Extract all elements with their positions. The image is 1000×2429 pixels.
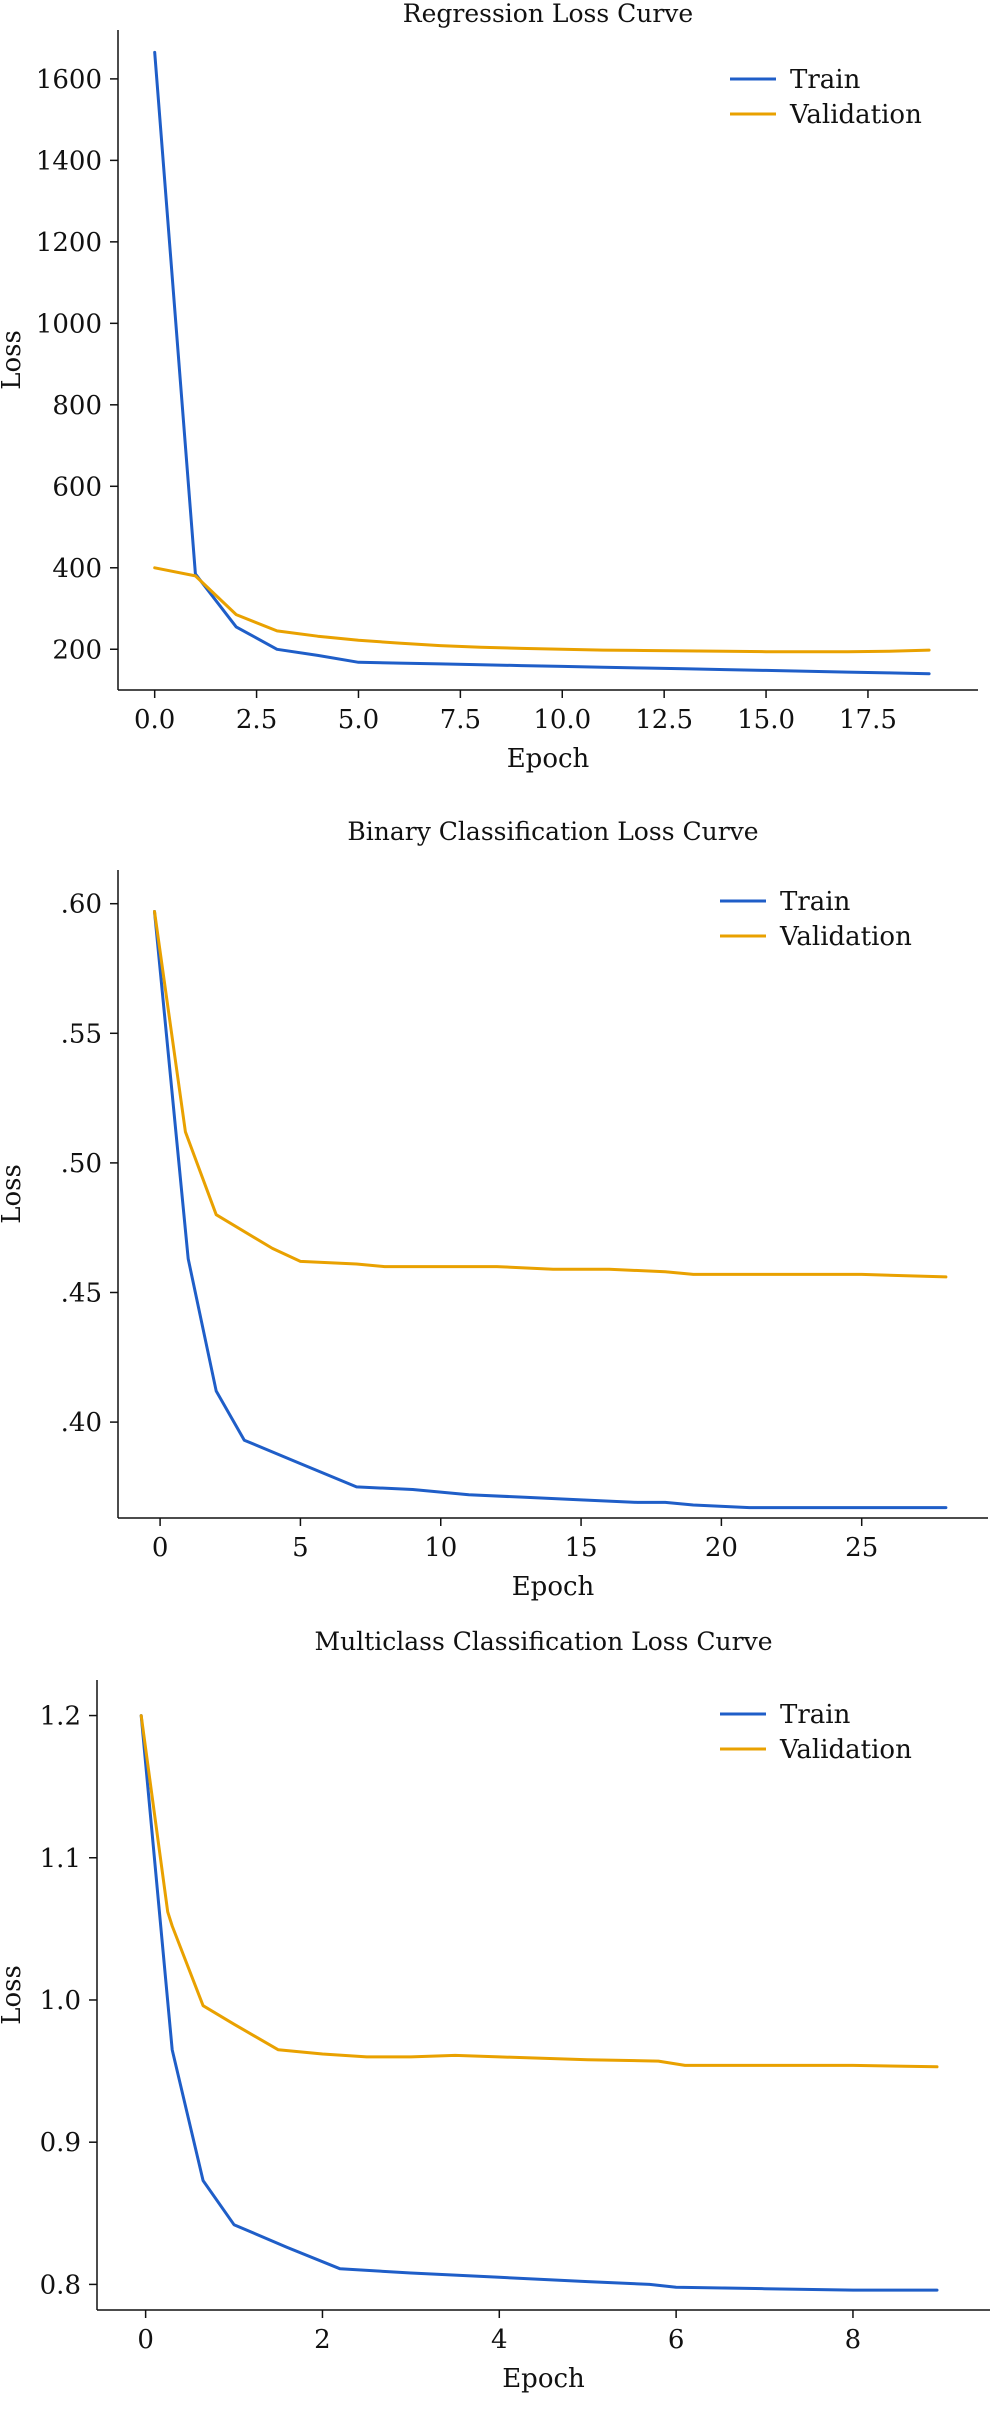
binary-y-tick-label: .55 xyxy=(61,1019,102,1049)
regression-y-tick-label: 1600 xyxy=(36,65,102,95)
regression-train-line xyxy=(153,50,931,676)
binary-legend: Train Validation xyxy=(720,887,912,952)
multiclass-x-tick-label: 4 xyxy=(491,2325,508,2355)
binary-x-tick-label: 0 xyxy=(152,1533,169,1563)
regression-x-tick-label: 15.0 xyxy=(737,705,795,735)
binary-x-tick-label: 20 xyxy=(705,1533,738,1563)
multiclass-y-axis-label: Loss xyxy=(0,1965,27,2025)
binary-legend-train-label: Train xyxy=(780,887,851,917)
multiclass-chart: Multiclass Classification Loss Curve 0.8 0… xyxy=(0,1627,990,2394)
multiclass-validation-line xyxy=(139,1714,939,2069)
regression-y-tick-label: 400 xyxy=(52,554,102,584)
binary-y-tick-label: .60 xyxy=(61,890,102,920)
regression-x-tick-label: 12.5 xyxy=(635,705,693,735)
binary-chart-title: Binary Classification Loss Curve xyxy=(347,817,758,846)
regression-y-tick-label: 1000 xyxy=(36,309,102,339)
regression-legend: Train Validation xyxy=(730,65,922,130)
regression-y-axis-label: Loss xyxy=(0,330,27,390)
multiclass-y-tick-label: 1.0 xyxy=(40,1986,81,2016)
binary-y-axis-label: Loss xyxy=(0,1164,27,1224)
regression-y-tick-label: 800 xyxy=(52,391,102,421)
regression-chart-panel: Regression Loss Curve 200 400 600 800 1000 120… xyxy=(0,0,1000,800)
regression-y-tick-label: 200 xyxy=(52,635,102,665)
multiclass-x-axis-label: Epoch xyxy=(502,2364,585,2394)
regression-x-tick-label: 7.5 xyxy=(440,705,481,735)
regression-chart: Regression Loss Curve 200 400 600 800 1000 120… xyxy=(0,0,978,774)
binary-x-tick-label: 25 xyxy=(845,1533,878,1563)
binary-chart: Binary Classification Loss Curve .40 .45 .5… xyxy=(0,817,988,1602)
regression-x-tick-label: 2.5 xyxy=(236,705,277,735)
binary-x-tick-label: 5 xyxy=(292,1533,309,1563)
regression-x-tick-label: 5.0 xyxy=(338,705,379,735)
binary-y-tick-label: .40 xyxy=(61,1408,102,1438)
multiclass-x-tick-label: 0 xyxy=(137,2325,154,2355)
binary-legend-validation-label: Validation xyxy=(779,922,912,952)
binary-x-tick-label: 15 xyxy=(565,1533,598,1563)
multiclass-y-tick-label: 1.2 xyxy=(40,1702,81,1732)
regression-validation-line xyxy=(153,566,931,654)
binary-train-line xyxy=(153,910,948,1510)
regression-legend-train-label: Train xyxy=(790,65,861,95)
multiclass-chart-title: Multiclass Classification Loss Curve xyxy=(314,1627,772,1656)
regression-x-tick-label: 10.0 xyxy=(533,705,591,735)
multiclass-x-tick-label: 6 xyxy=(668,2325,685,2355)
multiclass-legend: Train Validation xyxy=(720,1700,912,1765)
multiclass-legend-validation-label: Validation xyxy=(779,1735,912,1765)
regression-x-tick-label: 0.0 xyxy=(134,705,175,735)
multiclass-x-tick-label: 2 xyxy=(314,2325,331,2355)
multiclass-legend-train-label: Train xyxy=(780,1700,851,1730)
binary-chart-panel: Binary Classification Loss Curve .40 .45 .5… xyxy=(0,800,1000,1620)
regression-x-axis-label: Epoch xyxy=(507,744,590,774)
multiclass-y-tick-label: 0.8 xyxy=(40,2270,81,2300)
multiclass-y-tick-label: 1.1 xyxy=(40,1844,81,1874)
regression-x-tick-label: 17.5 xyxy=(839,705,897,735)
regression-chart-title: Regression Loss Curve xyxy=(403,0,693,28)
regression-legend-validation-label: Validation xyxy=(789,100,922,130)
multiclass-x-tick-label: 8 xyxy=(845,2325,862,2355)
binary-x-axis-label: Epoch xyxy=(512,1572,595,1602)
regression-y-tick-label: 1400 xyxy=(36,146,102,176)
multiclass-train-line xyxy=(139,1714,939,2292)
multiclass-y-tick-label: 0.9 xyxy=(40,2128,81,2158)
binary-y-tick-label: .45 xyxy=(61,1278,102,1308)
multiclass-chart-panel: Multiclass Classification Loss Curve 0.8 0… xyxy=(0,1620,1000,2429)
regression-y-tick-label: 1200 xyxy=(36,228,102,258)
regression-y-tick-label: 600 xyxy=(52,472,102,502)
binary-x-tick-label: 10 xyxy=(424,1533,457,1563)
binary-validation-line xyxy=(153,910,948,1279)
binary-y-tick-label: .50 xyxy=(61,1149,102,1179)
